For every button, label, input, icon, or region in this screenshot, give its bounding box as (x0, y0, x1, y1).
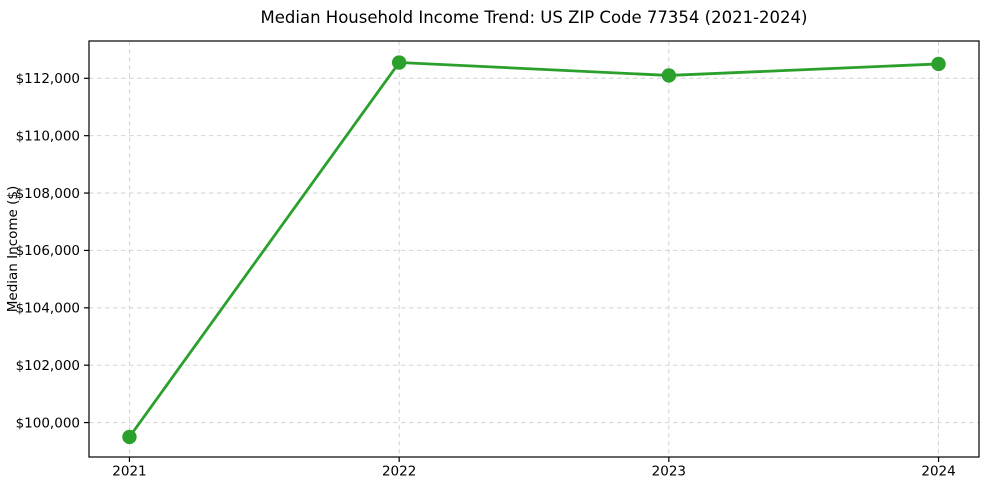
y-tick-label: $102,000 (16, 358, 80, 374)
data-point-2024 (931, 56, 946, 72)
chart-plot-area: $100,000 $102,000 $104,000 $106,000 $108,000… (16, 40, 980, 480)
y-tick-label: $104,000 (16, 301, 80, 317)
y-tick-label: $112,000 (16, 71, 80, 87)
y-tick-label: $100,000 (16, 415, 80, 431)
trend-line (128, 61, 940, 439)
x-tick-label: 2023 (652, 464, 686, 480)
data-point-2023 (661, 68, 677, 83)
y-tick-label: $106,000 (16, 243, 80, 259)
data-point-2021 (122, 429, 137, 445)
chart-title: Median Household Income Trend: US ZIP Co… (261, 8, 808, 27)
data-point-2022 (391, 55, 407, 70)
y-tick-label: $108,000 (16, 186, 80, 202)
plot-border (88, 40, 980, 458)
y-tick-label: $110,000 (16, 128, 80, 144)
y-axis-label: Median Income ($) (5, 186, 21, 312)
x-tick-label: 2022 (382, 464, 416, 480)
x-tick-label: 2024 (921, 464, 955, 480)
x-tick-label: 2021 (112, 464, 146, 480)
